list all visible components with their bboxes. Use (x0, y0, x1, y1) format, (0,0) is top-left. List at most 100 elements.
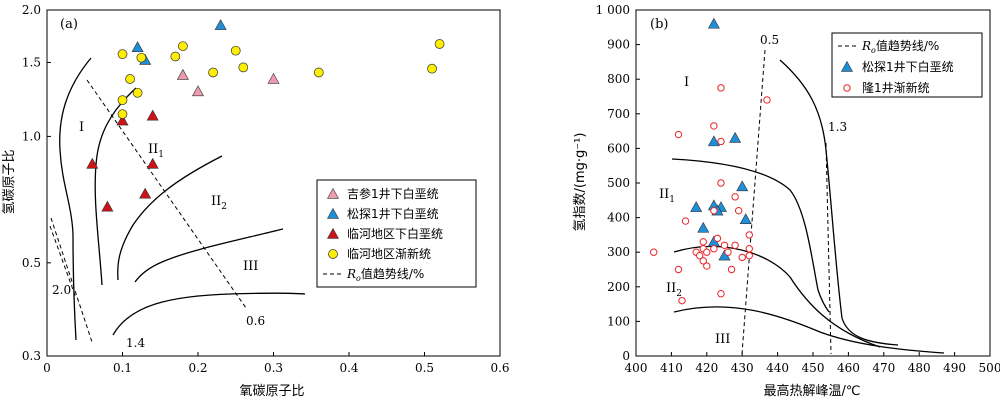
chart-a: 0 0.1 0.2 0.3 0.4 0.5 0.6 0.30.51.01.52.0 (a) … (2, 3, 510, 399)
chart-b-y-tick-label: 200 (607, 280, 630, 294)
chart-a-x-label: 氧碳原子比 (239, 384, 304, 399)
chart-b-y-ticks: 0 100 200 300 400 500 600 700 800 900 1 000 (596, 3, 640, 363)
chart-a-point-series3 (132, 87, 143, 98)
chart-b-legend-marker (840, 60, 854, 72)
chart-a-point-series3 (238, 62, 249, 73)
chart-a-region-II2-main: II (211, 194, 221, 209)
chart-b-point-series0 (736, 180, 749, 192)
chart-a-panel-label: (a) (60, 17, 78, 32)
chart-b-point-series1 (745, 245, 753, 253)
chart-b-y-tick-label: 400 (607, 211, 630, 225)
chart-b-point-series1 (713, 234, 722, 243)
chart-a-region-II2: II2 (211, 194, 227, 212)
chart-b-point-series1 (674, 130, 683, 139)
chart-b-y-tick-label: 1 000 (596, 3, 630, 17)
chart-b-ro-trend-lines (741, 49, 832, 355)
chart-b-x-tick-label: 480 (908, 361, 931, 375)
chart-a-y-tick-label: 0.5 (22, 256, 41, 270)
chart-a-point-series1 (131, 41, 144, 53)
chart-a-y-tick-label: 1.5 (22, 55, 41, 69)
chart-b-point-series0 (707, 17, 720, 29)
chart-b-point-series1 (717, 137, 725, 146)
chart-b-legend-ro-text: 值趋势线/% (876, 38, 939, 53)
chart-b-point-series1 (703, 262, 711, 270)
chart-a-point-series3 (125, 74, 135, 84)
chart-b-x-tick-label: 460 (837, 361, 860, 375)
chart-a-type-boundaries (59, 57, 306, 341)
chart-b-region-II2-main: II (666, 281, 676, 296)
chart-a-point-series3 (313, 67, 324, 78)
chart-a-region-II1-sub: 1 (158, 150, 164, 160)
chart-a-region-III-main: III (243, 259, 258, 274)
chart-a-point-series3 (208, 67, 218, 78)
chart-b-region-I-main: I (684, 75, 689, 90)
chart-b-region-I: I (684, 75, 689, 90)
chart-b-x-label: 最高热解峰温/℃ (764, 383, 861, 399)
chart-b-legend-ro-label: Ro值趋势线/% (861, 38, 939, 55)
chart-a-ro-trend-lines (49, 79, 247, 343)
chart-a-point-series3 (170, 51, 181, 62)
chart-b-x-tick-label: 420 (695, 361, 718, 375)
chart-b-region-II1-main: II (659, 187, 669, 202)
chart-a-point-series0 (267, 72, 280, 84)
chart-a-legend-marker (326, 227, 340, 239)
chart-b-ro-label-1-3: 1.3 (828, 120, 847, 134)
chart-a-point-series3 (434, 39, 445, 49)
chart-b-point-series1 (717, 179, 725, 187)
chart-a-points (86, 19, 445, 212)
chart-b-x-tick-label: 400 (625, 361, 648, 375)
chart-b-ro-line-1-3 (825, 142, 832, 355)
chart-b-x-tick-label: 430 (731, 361, 754, 375)
chart-b-point-series1 (720, 241, 729, 249)
chart-a-legend-box (316, 179, 477, 288)
chart-b-panel-label: (b) (650, 17, 668, 32)
chart-a-ro-line-2-0 (50, 217, 93, 343)
chart-a-legend-label: 松探1井下白垩统 (347, 206, 439, 221)
chart-a-point-series3 (427, 63, 437, 74)
chart-b-point-series1 (703, 248, 711, 256)
chart-b-x-tick-label: 440 (766, 361, 789, 375)
chart-a-y-ticks: 0.3 0.5 1.0 1.5 2.0 (22, 3, 51, 363)
chart-b-y-tick-label: 0 (622, 349, 630, 363)
chart-a-point-series1 (214, 19, 227, 30)
chart-b-point-series1 (727, 265, 736, 274)
chart-a-point-series3 (117, 95, 128, 106)
chart-b-y-tick-label: 900 (607, 38, 630, 52)
chart-a-point-series2 (146, 109, 159, 121)
chart-b-boundary-I (779, 59, 899, 346)
chart-b-point-series1 (699, 257, 707, 265)
chart-a-point-series2 (116, 114, 129, 126)
chart-b-legend-label: 隆1井渐新统 (862, 80, 930, 95)
chart-b-x-tick-label: 410 (660, 361, 683, 375)
chart-b-point-series1 (731, 193, 739, 201)
chart-b-y-tick-label: 800 (607, 72, 630, 86)
chart-a-boundary-II1 (94, 87, 137, 286)
chart-a-ro-line-0-6 (86, 79, 247, 309)
chart-b-point-series1 (650, 248, 658, 256)
chart-b-y-tick-label: 600 (607, 141, 630, 155)
chart-a-ro-label-0-6: 0.6 (246, 314, 265, 328)
chart-a-legend-marker (326, 207, 340, 219)
chart-b-point-series0 (739, 213, 752, 225)
chart-a-legend-ro-label: Ro值趋势线/% (346, 266, 424, 283)
chart-b-legend-marker (843, 84, 851, 92)
chart-b-point-series1 (763, 96, 771, 104)
chart-a-region-III: III (243, 259, 258, 274)
chart-a-region-II2-sub: 2 (221, 202, 227, 212)
chart-b-ro-line-0-5 (741, 49, 766, 355)
chart-a-legend-marker (328, 249, 338, 259)
chart-b-region-II1-sub: 1 (669, 195, 675, 205)
chart-a-x-tick-label: 0.4 (339, 361, 358, 375)
chart-b-point-series1 (710, 245, 718, 253)
chart-a-point-series0 (176, 68, 189, 80)
chart-a-x-tick-label: 0.6 (490, 361, 509, 375)
chart-b-point-series1 (696, 251, 704, 260)
chart-a-boundary-III-lower (112, 292, 306, 336)
chart-a-ro-line-1-4 (49, 225, 77, 299)
chart-b-legend-ro-subscript: o (871, 46, 876, 55)
chart-b-point-series0 (697, 221, 710, 233)
chart-a-point-series3 (117, 49, 128, 59)
chart-b-boundary-II1 (671, 158, 830, 313)
chart-a-point-series0 (191, 85, 205, 97)
